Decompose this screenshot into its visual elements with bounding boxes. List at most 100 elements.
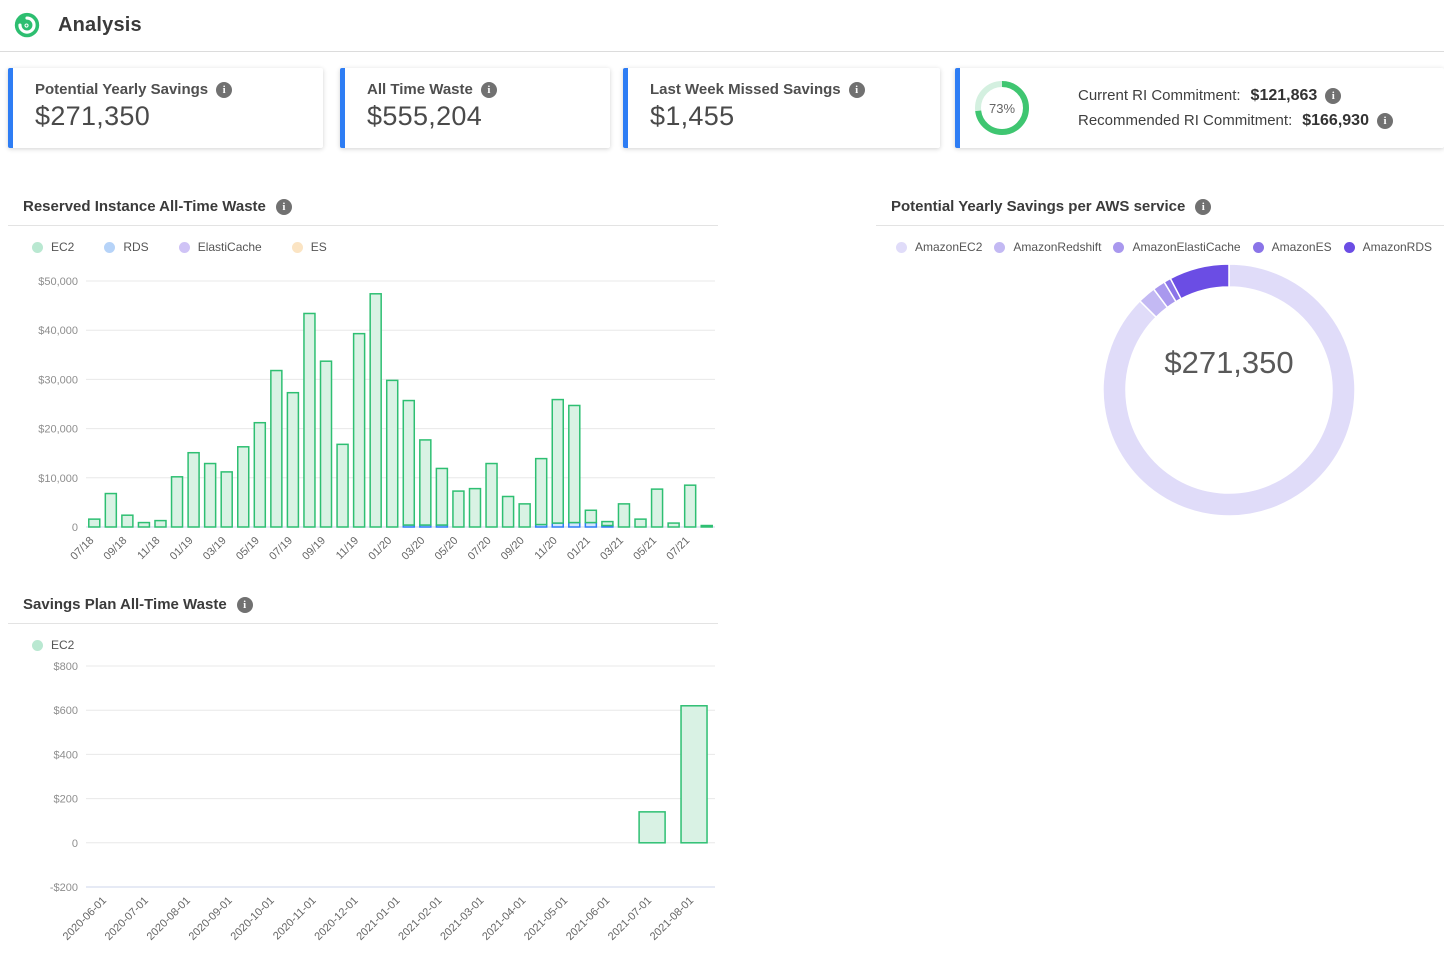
svg-text:-$200: -$200 [50,882,78,894]
svg-text:05/19: 05/19 [234,535,262,563]
kpi-label-text: Last Week Missed Savings [650,81,841,98]
legend-label: ES [310,240,327,254]
ri-waste-title-text: Reserved Instance All-Time Waste [23,198,266,215]
svg-text:01/21: 01/21 [565,535,593,563]
kpi-card-all-time-waste: All Time Waste i $555,204 [340,68,610,148]
info-icon[interactable]: i [216,81,233,98]
svg-text:2021-08-01: 2021-08-01 [648,895,696,943]
svg-text:2021-05-01: 2021-05-01 [522,895,570,943]
svg-text:03/21: 03/21 [598,535,626,563]
svg-text:2021-06-01: 2021-06-01 [564,895,612,943]
svg-text:2020-11-01: 2020-11-01 [271,895,319,943]
svg-text:2020-12-01: 2020-12-01 [312,895,360,943]
legend-item-EC2[interactable]: EC2 [32,638,74,652]
savings-per-service-legend: AmazonEC2 AmazonRedshift AmazonElastiCache… [876,226,1444,254]
svg-text:2021-02-01: 2021-02-01 [396,895,444,943]
svg-text:07/21: 07/21 [664,535,692,563]
svg-text:09/19: 09/19 [300,535,328,563]
current-ri-value: $121,863 [1250,86,1318,104]
kpi-label: Last Week Missed Savings i [650,81,940,98]
svg-text:01/19: 01/19 [168,535,196,563]
current-ri-label: Current RI Commitment: [1078,87,1241,104]
ri-waste-legend: EC2 RDS ElastiCache ES [8,226,718,254]
legend-item-RDS[interactable]: RDS [104,240,149,254]
info-icon[interactable]: i [275,198,292,215]
legend-item-AmazonEC2[interactable]: AmazonEC2 [896,240,982,254]
svg-text:11/18: 11/18 [135,535,162,562]
legend-dot [32,639,43,651]
legend-label: RDS [123,240,149,254]
legend-item-AmazonRedshift[interactable]: AmazonRedshift [994,240,1101,254]
svg-text:05/21: 05/21 [631,535,659,563]
info-icon[interactable]: i [848,81,865,98]
current-ri-commitment-row: Current RI Commitment: $121,863 i [1078,87,1393,105]
sp-waste-legend: EC2 [8,624,718,652]
kpi-label: Potential Yearly Savings i [35,81,323,98]
kpi-card-ri-commitment: 73% Current RI Commitment: $121,863 i Re… [955,68,1444,148]
kpi-card-potential-yearly-savings: Potential Yearly Savings i $271,350 [8,68,323,148]
recommended-ri-label: Recommended RI Commitment: [1078,112,1293,129]
sp-waste-bar-chart[interactable]: $800 $600 $400 $200 0 -$2002020-06-012020-07-… [8,652,718,963]
svg-text:$40,000: $40,000 [38,325,78,337]
svg-text:$600: $600 [54,705,78,717]
info-icon[interactable]: i [1325,87,1342,104]
kpi-value: $555,204 [367,101,483,131]
svg-text:0: 0 [72,838,78,850]
ri-waste-panel: Reserved Instance All-Time Waste i EC2 RD… [8,190,718,588]
svg-text:07/18: 07/18 [68,535,96,563]
sp-waste-title-text: Savings Plan All-Time Waste [23,596,227,613]
kpi-label-text: Potential Yearly Savings [35,81,209,98]
divider [8,225,718,226]
kpi-label: All Time Waste i [367,81,610,98]
legend-label: EC2 [51,638,75,652]
info-icon[interactable]: i [1376,112,1393,129]
svg-text:2021-04-01: 2021-04-01 [480,895,528,943]
svg-text:$30,000: $30,000 [38,374,78,386]
legend-dot [1113,241,1125,253]
savings-per-service-donut-chart[interactable]: $271,350 [876,254,1444,554]
svg-text:2020-09-01: 2020-09-01 [187,895,235,943]
page-title: Analysis [58,14,142,36]
svg-text:2020-07-01: 2020-07-01 [103,895,151,943]
legend-item-AmazonElastiCache[interactable]: AmazonElastiCache [1113,240,1241,254]
svg-text:2021-03-01: 2021-03-01 [438,895,486,943]
kpi-card-last-week-missed-savings: Last Week Missed Savings i $1,455 [623,68,940,148]
divider [876,225,1444,226]
svg-text:$50,000: $50,000 [38,276,78,288]
sp-waste-title: Savings Plan All-Time Waste i [8,588,718,613]
legend-item-ElastiCache[interactable]: ElastiCache [178,240,262,254]
legend-label: AmazonEC2 [915,240,983,254]
divider [8,623,718,624]
gauge-percent-label: 73% [989,101,1015,116]
legend-item-AmazonRDS[interactable]: AmazonRDS [1343,240,1432,254]
legend-item-ES[interactable]: ES [291,240,327,254]
svg-text:09/18: 09/18 [102,535,130,563]
savings-per-service-title-text: Potential Yearly Savings per AWS service [891,198,1186,215]
svg-text:2020-10-01: 2020-10-01 [229,895,277,943]
legend-item-AmazonES[interactable]: AmazonES [1252,240,1332,254]
ri-utilization-gauge: 73% [975,81,1029,135]
legend-dot [1343,241,1355,253]
svg-text:2020-06-01: 2020-06-01 [61,895,109,943]
svg-text:0: 0 [72,522,78,534]
legend-item-EC2[interactable]: EC2 [32,240,74,254]
savings-per-service-panel: Potential Yearly Savings per AWS service… [876,190,1444,590]
svg-text:$10,000: $10,000 [38,473,78,485]
savings-per-service-title: Potential Yearly Savings per AWS service… [876,190,1444,215]
svg-text:07/20: 07/20 [466,535,494,563]
svg-text:03/20: 03/20 [399,535,427,563]
ri-waste-bar-chart[interactable]: $50,000$40,000$30,000$20,000$10,000007/1… [8,254,718,594]
svg-text:$800: $800 [54,661,78,673]
svg-text:2021-07-01: 2021-07-01 [606,895,654,943]
info-icon[interactable]: i [480,81,497,98]
kpi-label-text: All Time Waste [367,81,473,98]
kpi-value: $271,350 [35,101,151,131]
info-icon[interactable]: i [236,596,253,613]
recommended-ri-commitment-row: Recommended RI Commitment: $166,930 i [1078,112,1393,130]
spot-logo-icon[interactable] [12,11,42,41]
info-icon[interactable]: i [1195,198,1212,215]
legend-label: AmazonRDS [1362,240,1432,254]
legend-dot [896,241,907,253]
svg-text:11/20: 11/20 [532,535,559,562]
legend-label: AmazonRedshift [1013,240,1102,254]
